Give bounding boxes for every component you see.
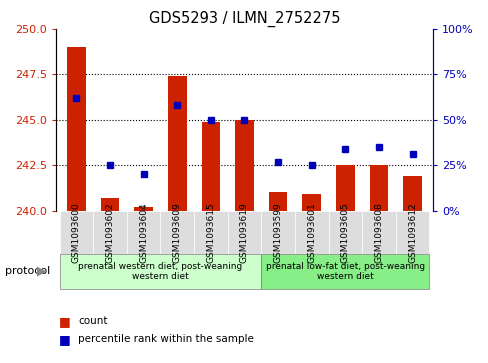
Text: ▶: ▶ (37, 265, 46, 278)
Bar (201, 122, 220, 211)
Text: GSM1093599: GSM1093599 (273, 202, 282, 263)
Text: percentile rank within the sample: percentile rank within the sample (78, 334, 254, 344)
Text: count: count (78, 316, 107, 326)
Text: GSM1093619: GSM1093619 (240, 202, 248, 263)
Bar (369, 165, 387, 211)
Text: GSM1093601: GSM1093601 (306, 202, 316, 263)
Bar (235, 120, 253, 211)
Text: GDS5293 / ILMN_2752275: GDS5293 / ILMN_2752275 (148, 11, 340, 27)
Bar (168, 76, 186, 211)
Text: protocol: protocol (5, 266, 50, 276)
Text: GSM1093605: GSM1093605 (340, 202, 349, 263)
Text: GSM1093615: GSM1093615 (206, 202, 215, 263)
Text: prenatal low-fat diet, post-weaning
western diet: prenatal low-fat diet, post-weaning west… (265, 262, 424, 281)
Bar (268, 192, 287, 211)
Text: GSM1093609: GSM1093609 (172, 202, 182, 263)
Text: ■: ■ (59, 315, 70, 328)
Bar (335, 165, 354, 211)
Text: prenatal western diet, post-weaning
western diet: prenatal western diet, post-weaning west… (78, 262, 242, 281)
Bar (134, 207, 153, 211)
Text: GSM1093608: GSM1093608 (374, 202, 383, 263)
Bar (302, 194, 320, 211)
Text: GSM1093602: GSM1093602 (105, 202, 114, 263)
Text: GSM1093600: GSM1093600 (72, 202, 81, 263)
Bar (67, 47, 85, 211)
Bar (101, 198, 119, 211)
Text: ■: ■ (59, 333, 70, 346)
Text: GSM1093612: GSM1093612 (407, 202, 416, 263)
Bar (403, 176, 421, 211)
Text: GSM1093604: GSM1093604 (139, 202, 148, 263)
